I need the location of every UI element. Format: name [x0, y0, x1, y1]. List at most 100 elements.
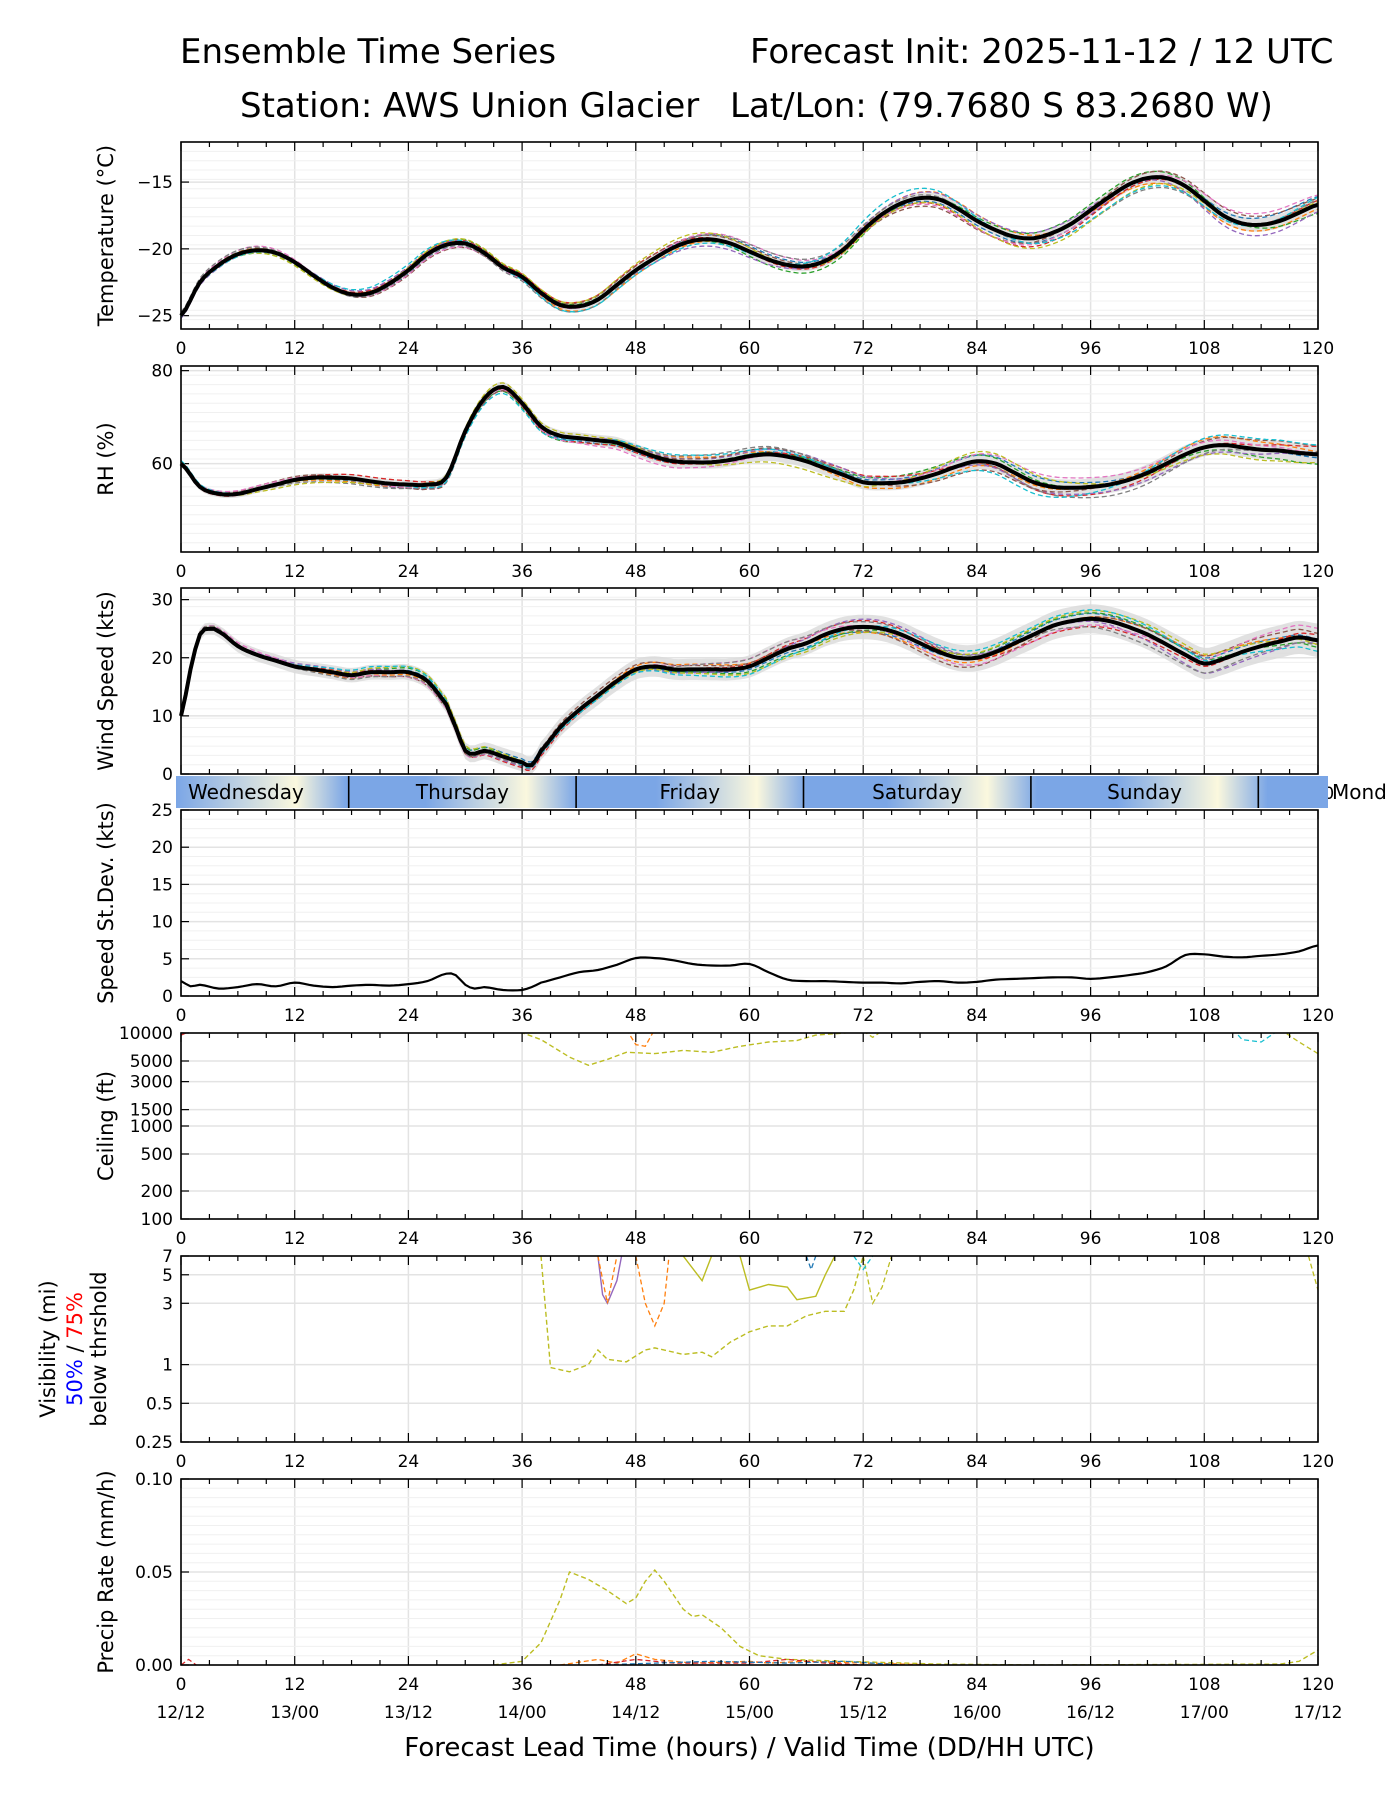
x-tick-label: 24 — [398, 339, 420, 359]
panel-4: 0 5 10 15 20 25 0 12 24 36 48 60 72 84 96 108 120 Speed S… — [94, 801, 1334, 1026]
panel-7: 0.00 0.05 0.10 0 12 24 36 48 60 72 84 96 108 120 Preci… — [94, 1470, 1334, 1695]
y-tick-label: 7 — [162, 1247, 173, 1267]
x-tick-label: 108 — [1188, 1006, 1220, 1026]
member-line — [181, 1658, 197, 1665]
member-line — [540, 1256, 864, 1373]
y-tick-label: 20 — [151, 838, 173, 858]
x-tick-label: 36 — [511, 1452, 533, 1472]
member-line — [180, 186, 1319, 313]
x-tick-label: 84 — [966, 1675, 988, 1695]
member-line — [805, 1256, 817, 1272]
valid-time-label: 15/00 — [725, 1703, 774, 1723]
panel-6: 0.25 0.5 1 3 57 0 12 24 36 48 60 72 84 96 108 120 Visibi… — [36, 1247, 1334, 1472]
valid-time-label: 16/00 — [952, 1703, 1001, 1723]
x-tick-label: 96 — [1080, 562, 1102, 582]
valid-time-label: 13/12 — [384, 1703, 433, 1723]
day-label: Mond — [1332, 780, 1387, 804]
y-tick-label: 10 — [151, 913, 173, 933]
visibility-75-label: 75% — [63, 1292, 87, 1339]
member-line — [180, 619, 1319, 772]
x-tick-label: 96 — [1080, 1452, 1102, 1472]
y-tick-label: 15 — [151, 875, 173, 895]
member-line — [180, 382, 1319, 497]
x-tick-label: 84 — [966, 562, 988, 582]
member-line — [865, 1033, 881, 1039]
x-tick-label: 48 — [625, 339, 647, 359]
x-tick-label: 84 — [966, 1006, 988, 1026]
x-tick-label: 12 — [284, 562, 306, 582]
ensemble-mean-line — [179, 616, 1319, 768]
x-tick-label: 84 — [966, 1452, 988, 1472]
panel-3: 010203001224364860728496108120Wind Speed… — [94, 587, 1334, 804]
sparse-members — [540, 1256, 1318, 1373]
x-tick-label: 72 — [852, 562, 874, 582]
x-tick-label: 48 — [625, 1675, 647, 1695]
valid-time-label: 14/00 — [498, 1703, 547, 1723]
x-tick-label: 108 — [1188, 1452, 1220, 1472]
x-tick-label: 120 — [1302, 1452, 1334, 1472]
member-line — [180, 178, 1319, 318]
day-strip-band — [176, 776, 1328, 808]
x-tick-label: 96 — [1080, 1006, 1102, 1026]
visibility-sep: / — [63, 1339, 87, 1359]
x-tick-label: 108 — [1188, 1229, 1220, 1249]
y-tick-label: 1500 — [130, 1101, 173, 1121]
x-tick-label: 12 — [284, 1006, 306, 1026]
panel-2: 60 80 0 12 24 36 48 60 72 84 96 108 120 RH (%) — [94, 362, 1334, 582]
y-axis-label: RH (%) — [94, 422, 118, 495]
x-tick-label: 24 — [398, 1675, 420, 1695]
forecast-init: Forecast Init: 2025-11-12 / 12 UTC — [750, 32, 1334, 72]
x-tick-label: 72 — [852, 339, 874, 359]
y-tick-label: −15 — [137, 173, 173, 193]
member-line — [853, 1256, 874, 1271]
member-line — [1235, 1033, 1276, 1043]
x-tick-label: 12 — [284, 339, 306, 359]
x-tick-label: 12 — [284, 1229, 306, 1249]
valid-time-label: 13/00 — [270, 1703, 319, 1723]
x-tick-label: 108 — [1188, 1675, 1220, 1695]
x-tick-label: 72 — [852, 1675, 874, 1695]
x-tick-label: 60 — [739, 1006, 761, 1026]
valid-time-label: 12/12 — [157, 1703, 206, 1723]
x-tick-label: 108 — [1188, 562, 1220, 582]
stdev-line — [180, 944, 1319, 992]
x-tick-label: 0 — [176, 1452, 187, 1472]
y-tick-label: 1000 — [130, 1117, 173, 1137]
y-tick-label: 0.00 — [135, 1656, 173, 1676]
y-tick-label: 5000 — [130, 1052, 173, 1072]
x-tick-label: 12 — [284, 1452, 306, 1472]
x-tick-label: 72 — [852, 1452, 874, 1472]
valid-time-label: 15/12 — [839, 1703, 888, 1723]
x-tick-label: 36 — [511, 1675, 533, 1695]
x-tick-label: 0 — [176, 339, 187, 359]
y-tick-label: 25 — [151, 801, 173, 821]
x-tick-label: 24 — [398, 1229, 420, 1249]
valid-time-label: 17/00 — [1180, 1703, 1229, 1723]
chart-title: Ensemble Time Series — [180, 32, 557, 72]
x-tick-label: 120 — [1302, 1675, 1334, 1695]
y-tick-label: 60 — [151, 455, 173, 475]
y-tick-label: 0.5 — [146, 1394, 173, 1414]
y-axis-label: Temperature (°C) — [94, 145, 118, 327]
valid-time-label: 14/12 — [611, 1703, 660, 1723]
x-tick-label: 60 — [739, 1675, 761, 1695]
x-tick-label: 48 — [625, 1452, 647, 1472]
x-tick-label: 0 — [176, 1675, 187, 1695]
member-line — [597, 1256, 623, 1305]
y-tick-label: 200 — [141, 1182, 173, 1202]
panel-1: −25 −20 −15 0 12 24 36 48 60 72 84 96 108 120 Temperat… — [94, 141, 1334, 359]
x-tick-label: 96 — [1080, 339, 1102, 359]
member-line — [635, 1256, 670, 1328]
spread-band — [181, 604, 1318, 774]
y-tick-label: −25 — [137, 307, 173, 327]
x-tick-label: 96 — [1080, 1675, 1102, 1695]
ensemble-mean-line — [179, 384, 1319, 497]
y-tick-label: 0.25 — [135, 1433, 173, 1453]
valid-time-label: 17/12 — [1294, 1703, 1343, 1723]
visibility-50-label: 50% — [63, 1359, 87, 1406]
y-axis-label: Wind Speed (kts) — [94, 591, 118, 771]
y-tick-label: 5 — [162, 1266, 173, 1286]
y-tick-label: 100 — [141, 1210, 173, 1230]
x-tick-label: 72 — [852, 1006, 874, 1026]
